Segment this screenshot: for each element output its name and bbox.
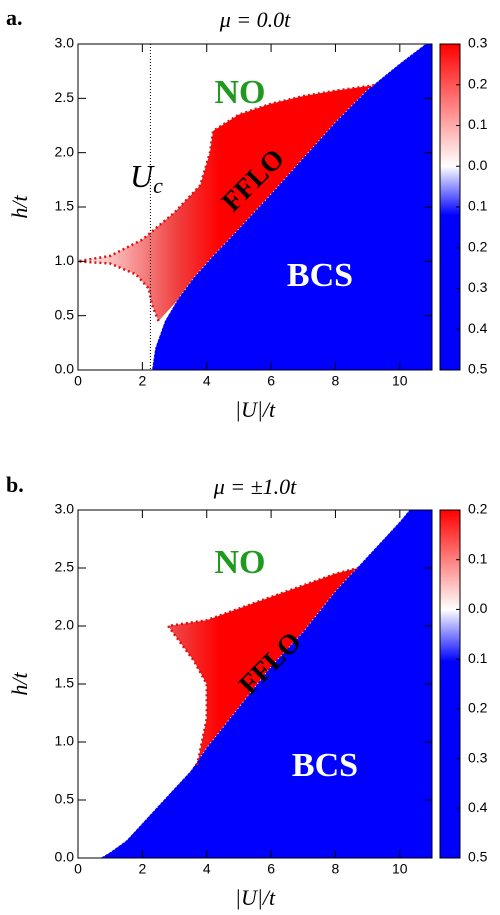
fflo-boundary <box>77 84 375 322</box>
colorbar-tick-label: 0.2 <box>468 700 488 716</box>
bcs-region <box>100 510 432 858</box>
uc-label-sub: c <box>153 173 163 198</box>
colorbar-tick-label: 0.4 <box>468 799 488 815</box>
colorbar-tick-label: 0.5 <box>468 361 488 377</box>
colorbar-tick-label: 0.1 <box>468 116 488 132</box>
x-tick-label: 4 <box>203 861 211 877</box>
y-tick-label: 2.0 <box>55 143 75 159</box>
fflo-region <box>78 85 375 322</box>
y-tick-label: 1.5 <box>55 198 75 214</box>
x-tick-label: 2 <box>138 373 146 389</box>
panel-label: b. <box>6 472 24 497</box>
y-tick-label: 0.5 <box>55 791 75 807</box>
colorbar-tick-label: 0.1 <box>468 650 488 666</box>
fflo-boundary <box>165 566 359 766</box>
y-tick-label: 1.0 <box>55 733 75 749</box>
y-tick-label: 0.0 <box>55 361 75 377</box>
x-tick-label: 10 <box>392 861 408 877</box>
region-label: BCS <box>287 257 353 294</box>
y-tick-label: 1.0 <box>55 252 75 268</box>
colorbar-tick-label: 0.4 <box>468 320 488 336</box>
y-tick-label: 2.5 <box>55 559 75 575</box>
x-tick-label: 10 <box>392 373 408 389</box>
colorbar-tick-label: 0.3 <box>468 35 488 51</box>
colorbar-tick-label: 0.0 <box>468 157 488 173</box>
y-tick-label: 0.5 <box>55 306 75 322</box>
colorbar-tick-label: 0.2 <box>468 75 488 91</box>
y-tick-label: 2.5 <box>55 89 75 105</box>
region-label: NO <box>215 74 266 111</box>
y-tick-label: 0.0 <box>55 849 75 865</box>
y-axis-label: h/t <box>7 672 32 696</box>
colorbar-tick-label: 0.1 <box>468 198 488 214</box>
colorbar-tick-label: 0.3 <box>468 279 488 295</box>
region-label: BCS <box>292 747 358 784</box>
colorbar <box>439 509 461 859</box>
colorbar-tick-label: 0.1 <box>468 550 488 566</box>
y-tick-label: 2.0 <box>55 617 75 633</box>
colorbar-tick-label: 0.0 <box>468 600 488 616</box>
x-axis-label: |U|/t <box>235 885 276 910</box>
y-tick-label: 3.0 <box>55 501 75 517</box>
x-tick-label: 6 <box>267 861 275 877</box>
x-tick-label: 4 <box>203 373 211 389</box>
uc-label: Uc <box>130 158 163 198</box>
x-tick-label: 2 <box>138 861 146 877</box>
x-tick-label: 0 <box>74 373 82 389</box>
panel-label: a. <box>6 5 23 30</box>
y-tick-label: 1.5 <box>55 675 75 691</box>
x-tick-label: 6 <box>267 373 275 389</box>
colorbar-tick-label: 0.3 <box>468 749 488 765</box>
chart-title: μ = 0.0t <box>219 7 291 32</box>
chart-title: μ = ±1.0t <box>213 474 297 499</box>
x-axis-label: |U|/t <box>235 397 276 422</box>
region-label: NO <box>215 544 266 581</box>
x-tick-label: 8 <box>332 373 340 389</box>
x-tick-label: 8 <box>332 861 340 877</box>
colorbar-tick-label: 0.5 <box>468 849 488 865</box>
y-tick-label: 3.0 <box>55 35 75 51</box>
uc-label-main: U <box>130 158 155 194</box>
x-tick-label: 0 <box>74 861 82 877</box>
bcs-region <box>152 44 432 370</box>
colorbar-tick-label: 0.2 <box>468 501 488 517</box>
y-axis-label: h/t <box>7 195 32 219</box>
colorbar-tick-label: 0.2 <box>468 238 488 254</box>
